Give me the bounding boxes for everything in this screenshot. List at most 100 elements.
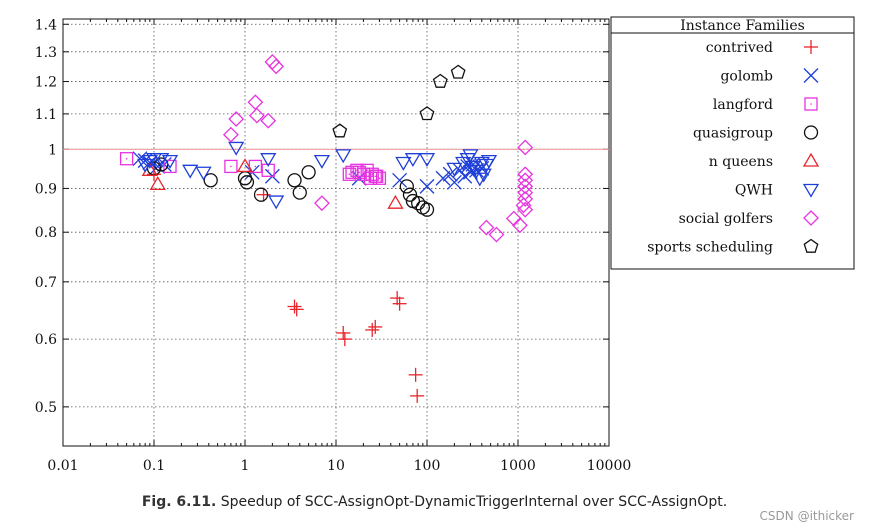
- axis-ticks: 0.01 0.1 1 10 100 1000 10000 0.5 0.6 0.7 0.8 0.9 1 1.…: [35, 17, 632, 474]
- point-QWH: [228, 141, 245, 156]
- point-contrived: [390, 291, 405, 306]
- point-QWH: [462, 149, 479, 164]
- point-QWH: [260, 153, 277, 167]
- point-QWH: [161, 154, 179, 169]
- point-contrived: [392, 296, 407, 311]
- point-langford: [261, 163, 275, 177]
- legend-marker-golomb: [803, 68, 819, 83]
- point-langford: [365, 167, 379, 181]
- x-tick-label: 1000: [500, 458, 536, 474]
- point-social-golfers: [228, 111, 245, 127]
- point-quasigroup: [402, 187, 418, 202]
- point-QWH: [468, 164, 485, 179]
- point-QWH: [182, 164, 199, 179]
- point-social-golfers: [512, 217, 528, 234]
- y-tick-label: 0.8: [35, 225, 57, 241]
- point-social-golfers: [517, 139, 534, 156]
- point-QWH: [418, 153, 436, 167]
- legend-marker-quasigroup: [803, 125, 819, 140]
- point-social-golfers: [264, 54, 281, 70]
- point-sports-scheduling: [432, 73, 448, 88]
- point-QWH: [475, 168, 492, 183]
- point-QWH: [195, 166, 212, 181]
- legend-label: golomb: [720, 69, 773, 85]
- point-quasigroup: [292, 185, 307, 200]
- point-sports-scheduling: [450, 64, 466, 79]
- point-quasigroup: [287, 173, 302, 188]
- point-contrived: [410, 388, 425, 403]
- figure-label: Fig. 6.11.: [141, 494, 217, 510]
- point-quasigroup: [239, 175, 255, 190]
- point-quasigroup: [203, 173, 218, 188]
- figure-caption-text: Speedup of SCC-AssignOpt-DynamicTriggerI…: [220, 494, 728, 510]
- y-tick-label: 1.4: [35, 17, 57, 33]
- speedup-scatter-chart: 0.01 0.1 1 10 100 1000 10000 0.5 0.6 0.7 0.8 0.9 1 1.…: [35, 16, 855, 474]
- figure-caption: Fig. 6.11. Speedup of SCC-AssignOpt-Dyna…: [0, 494, 869, 510]
- point-QWH: [313, 154, 331, 169]
- point-social-golfers: [222, 126, 239, 143]
- point-quasigroup: [419, 202, 435, 217]
- point-golomb: [442, 166, 458, 182]
- point-n-queens: [236, 158, 254, 173]
- y-tick-label: 0.6: [35, 332, 57, 348]
- point-sports-scheduling: [419, 106, 435, 121]
- legend: Instance Families contrived golomb langfor…: [610, 16, 855, 270]
- point-golomb: [435, 170, 451, 186]
- y-tick-label: 1: [48, 142, 57, 158]
- point-contrived: [256, 187, 271, 202]
- point-social-golfers: [517, 166, 534, 183]
- point-QWH: [473, 156, 490, 171]
- point-langford: [342, 167, 356, 181]
- point-social-golfers: [505, 210, 522, 227]
- point-social-golfers: [478, 219, 495, 236]
- point-contrived: [365, 322, 380, 337]
- point-contrived: [336, 325, 351, 340]
- y-tick-label: 0.5: [35, 400, 57, 416]
- point-langford: [372, 171, 387, 185]
- point-QWH: [335, 149, 352, 164]
- point-sports-scheduling: [332, 123, 348, 138]
- legend-label: contrived: [706, 40, 773, 56]
- point-QWH: [395, 156, 412, 171]
- x-tick-label: 10: [327, 458, 345, 474]
- legend-marker-contrived: [804, 40, 818, 54]
- point-QWH: [464, 160, 482, 175]
- legend-marker-n-queens: [802, 152, 820, 167]
- point-langford: [119, 152, 134, 166]
- grid-lines: [63, 19, 609, 446]
- point-contrived: [368, 319, 383, 334]
- point-contrived: [287, 299, 302, 314]
- point-social-golfers: [313, 195, 330, 212]
- watermark: CSDN @ithicker: [759, 509, 854, 523]
- point-social-golfers: [488, 226, 505, 243]
- data-points: [119, 54, 534, 403]
- x-tick-label: 1: [241, 458, 250, 474]
- point-golomb: [419, 178, 435, 194]
- point-social-golfers: [260, 112, 277, 129]
- point-quasigroup: [253, 187, 269, 202]
- point-QWH: [141, 154, 158, 169]
- point-contrived: [408, 367, 423, 382]
- point-social-golfers: [268, 58, 285, 75]
- legend-label: QWH: [735, 183, 773, 199]
- point-quasigroup: [399, 179, 414, 194]
- legend-label: social golfers: [679, 211, 773, 227]
- legend-title: Instance Families: [680, 18, 805, 34]
- point-QWH: [480, 154, 498, 169]
- point-QWH: [446, 162, 463, 177]
- legend-box: [610, 16, 855, 270]
- legend-label: sports scheduling: [647, 240, 773, 256]
- point-social-golfers: [517, 178, 534, 195]
- y-tick-label: 1.2: [35, 75, 57, 91]
- point-golomb: [392, 172, 408, 188]
- point-golomb: [132, 151, 148, 167]
- point-social-golfers: [247, 94, 264, 111]
- x-tick-label: 100: [414, 458, 441, 474]
- point-social-golfers: [248, 107, 265, 124]
- point-contrived: [337, 332, 352, 347]
- point-QWH: [404, 153, 422, 167]
- y-tick-label: 0.7: [35, 275, 57, 291]
- point-social-golfers: [517, 190, 534, 207]
- point-n-queens: [387, 194, 404, 209]
- point-contrived: [289, 302, 304, 317]
